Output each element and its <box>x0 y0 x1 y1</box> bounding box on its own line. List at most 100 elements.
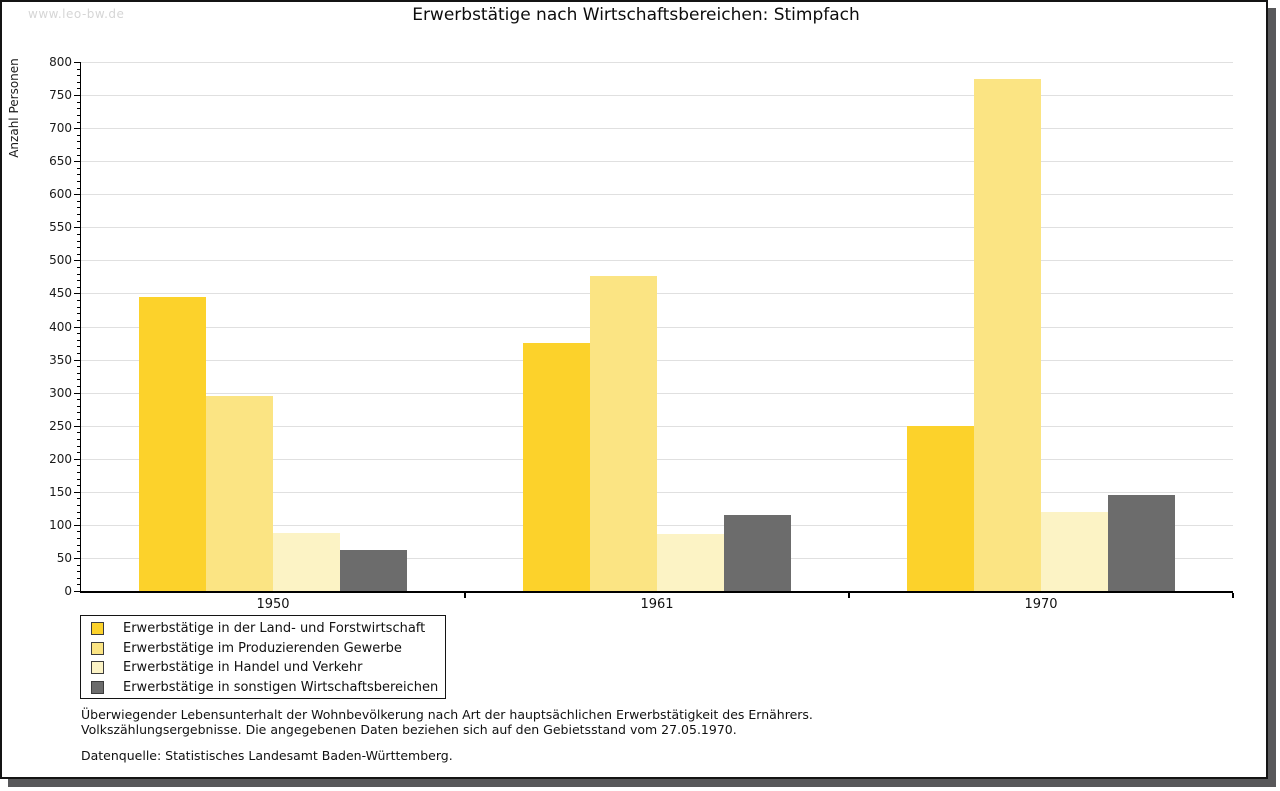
gridline-200 <box>81 458 1233 460</box>
y-minor-tick-360 <box>77 352 80 354</box>
y-tick-label-100: 100 <box>49 517 72 532</box>
y-minor-tick-490 <box>77 266 80 268</box>
y-minor-tick-440 <box>77 300 80 302</box>
y-tick-label-50: 50 <box>56 550 72 565</box>
y-minor-tick-310 <box>77 386 80 387</box>
y-minor-tick-330 <box>77 372 80 374</box>
gridline-600 <box>81 194 1233 196</box>
y-minor-tick-710 <box>77 121 80 123</box>
y-minor-tick-740 <box>77 101 80 103</box>
y-major-tick-0 <box>74 591 80 592</box>
x-tick-3 <box>1232 593 1234 598</box>
legend-label-1: Erwerbstätige in der Land- und Forstwirt… <box>123 621 426 637</box>
x-tick-2 <box>848 593 850 598</box>
y-tick-label-400: 400 <box>49 319 72 334</box>
bar-1950-series-3 <box>273 533 340 591</box>
x-tick-1 <box>464 593 466 598</box>
legend-row-1: Erwerbstätige in der Land- und Forstwirt… <box>91 619 445 639</box>
bar-1970-series-4 <box>1108 495 1175 591</box>
legend-label-2: Erwerbstätige im Produzierenden Gewerbe <box>123 640 402 656</box>
y-major-tick-100 <box>74 524 80 526</box>
legend-swatch-3 <box>91 661 104 675</box>
y-major-tick-600 <box>74 194 80 196</box>
watermark-text: www.leo-bw.de <box>28 7 125 21</box>
y-minor-tick-720 <box>77 114 80 116</box>
y-minor-tick-30 <box>77 571 80 573</box>
y-minor-tick-620 <box>77 181 80 183</box>
bar-1970-series-2 <box>974 79 1041 591</box>
y-minor-tick-320 <box>77 379 80 381</box>
y-tick-label-150: 150 <box>49 484 72 499</box>
bar-1961-series-1 <box>523 343 590 591</box>
y-minor-tick-60 <box>77 551 80 553</box>
y-tick-label-250: 250 <box>49 418 72 433</box>
y-major-tick-400 <box>74 326 80 328</box>
y-minor-tick-790 <box>77 68 80 70</box>
y-minor-tick-140 <box>77 498 80 500</box>
y-tick-label-350: 350 <box>49 352 72 367</box>
legend-swatch-2 <box>91 641 104 655</box>
y-minor-tick-660 <box>77 154 80 156</box>
y-tick-label-500: 500 <box>49 253 72 268</box>
y-minor-tick-630 <box>77 174 80 176</box>
bar-1950-series-1 <box>139 297 206 591</box>
y-major-tick-300 <box>74 392 80 394</box>
y-minor-tick-670 <box>77 147 80 149</box>
x-tick-label-1961: 1961 <box>640 597 674 612</box>
y-major-tick-150 <box>74 491 80 493</box>
y-minor-tick-80 <box>77 538 80 540</box>
y-minor-tick-610 <box>77 187 80 189</box>
y-minor-tick-390 <box>77 333 80 335</box>
legend-swatch-4 <box>91 680 104 694</box>
y-minor-tick-270 <box>77 412 80 414</box>
y-minor-tick-590 <box>77 200 80 202</box>
y-minor-tick-730 <box>77 108 80 110</box>
y-minor-tick-480 <box>77 273 80 275</box>
y-minor-tick-530 <box>77 240 80 242</box>
y-major-tick-650 <box>74 161 80 163</box>
gridline-550 <box>81 227 1233 229</box>
bar-1950-series-4 <box>340 550 407 591</box>
y-minor-tick-560 <box>77 220 80 222</box>
y-tick-label-750: 750 <box>49 88 72 103</box>
y-minor-tick-370 <box>77 346 80 348</box>
legend-row-4: Erwerbstätige in sonstigen Wirtschaftsbe… <box>91 678 445 698</box>
y-minor-tick-120 <box>77 511 80 513</box>
y-major-tick-50 <box>74 557 80 559</box>
y-minor-tick-20 <box>77 577 80 579</box>
footnote-text: Überwiegender Lebensunterhalt der Wohnbe… <box>81 707 813 737</box>
y-minor-tick-580 <box>77 207 80 209</box>
gridline-750 <box>81 95 1233 97</box>
gridline-650 <box>81 161 1233 163</box>
y-tick-label-450: 450 <box>49 286 72 301</box>
y-major-tick-350 <box>74 359 80 361</box>
chart-title: Erwerbstätige nach Wirtschaftsbereichen:… <box>412 5 860 25</box>
y-minor-tick-770 <box>77 81 80 83</box>
legend-row-2: Erwerbstätige im Produzierenden Gewerbe <box>91 639 445 659</box>
y-minor-tick-130 <box>77 505 80 507</box>
y-major-tick-800 <box>74 62 80 63</box>
gridline-150 <box>81 491 1233 493</box>
y-minor-tick-640 <box>77 167 80 169</box>
bar-1950-series-2 <box>206 396 273 591</box>
y-major-tick-700 <box>74 128 80 130</box>
y-minor-tick-70 <box>77 544 80 546</box>
y-tick-label-600: 600 <box>49 187 72 202</box>
gridline-250 <box>81 425 1233 427</box>
legend-swatch-1 <box>91 622 104 636</box>
legend-box: Erwerbstätige in der Land- und Forstwirt… <box>80 615 446 699</box>
legend-row-3: Erwerbstätige in Handel und Verkehr <box>91 658 445 678</box>
y-minor-tick-780 <box>77 75 80 77</box>
data-source-text: Datenquelle: Statistisches Landesamt Bad… <box>81 748 453 763</box>
x-tick-label-1950: 1950 <box>256 597 290 612</box>
y-minor-tick-280 <box>77 405 80 407</box>
y-minor-tick-210 <box>77 452 80 454</box>
bar-1970-series-1 <box>907 426 974 591</box>
bar-1961-series-4 <box>724 515 791 591</box>
y-minor-tick-430 <box>77 306 80 308</box>
y-minor-tick-240 <box>77 432 80 434</box>
bar-1961-series-3 <box>657 534 724 591</box>
y-minor-tick-160 <box>77 485 80 487</box>
y-major-tick-250 <box>74 425 80 427</box>
